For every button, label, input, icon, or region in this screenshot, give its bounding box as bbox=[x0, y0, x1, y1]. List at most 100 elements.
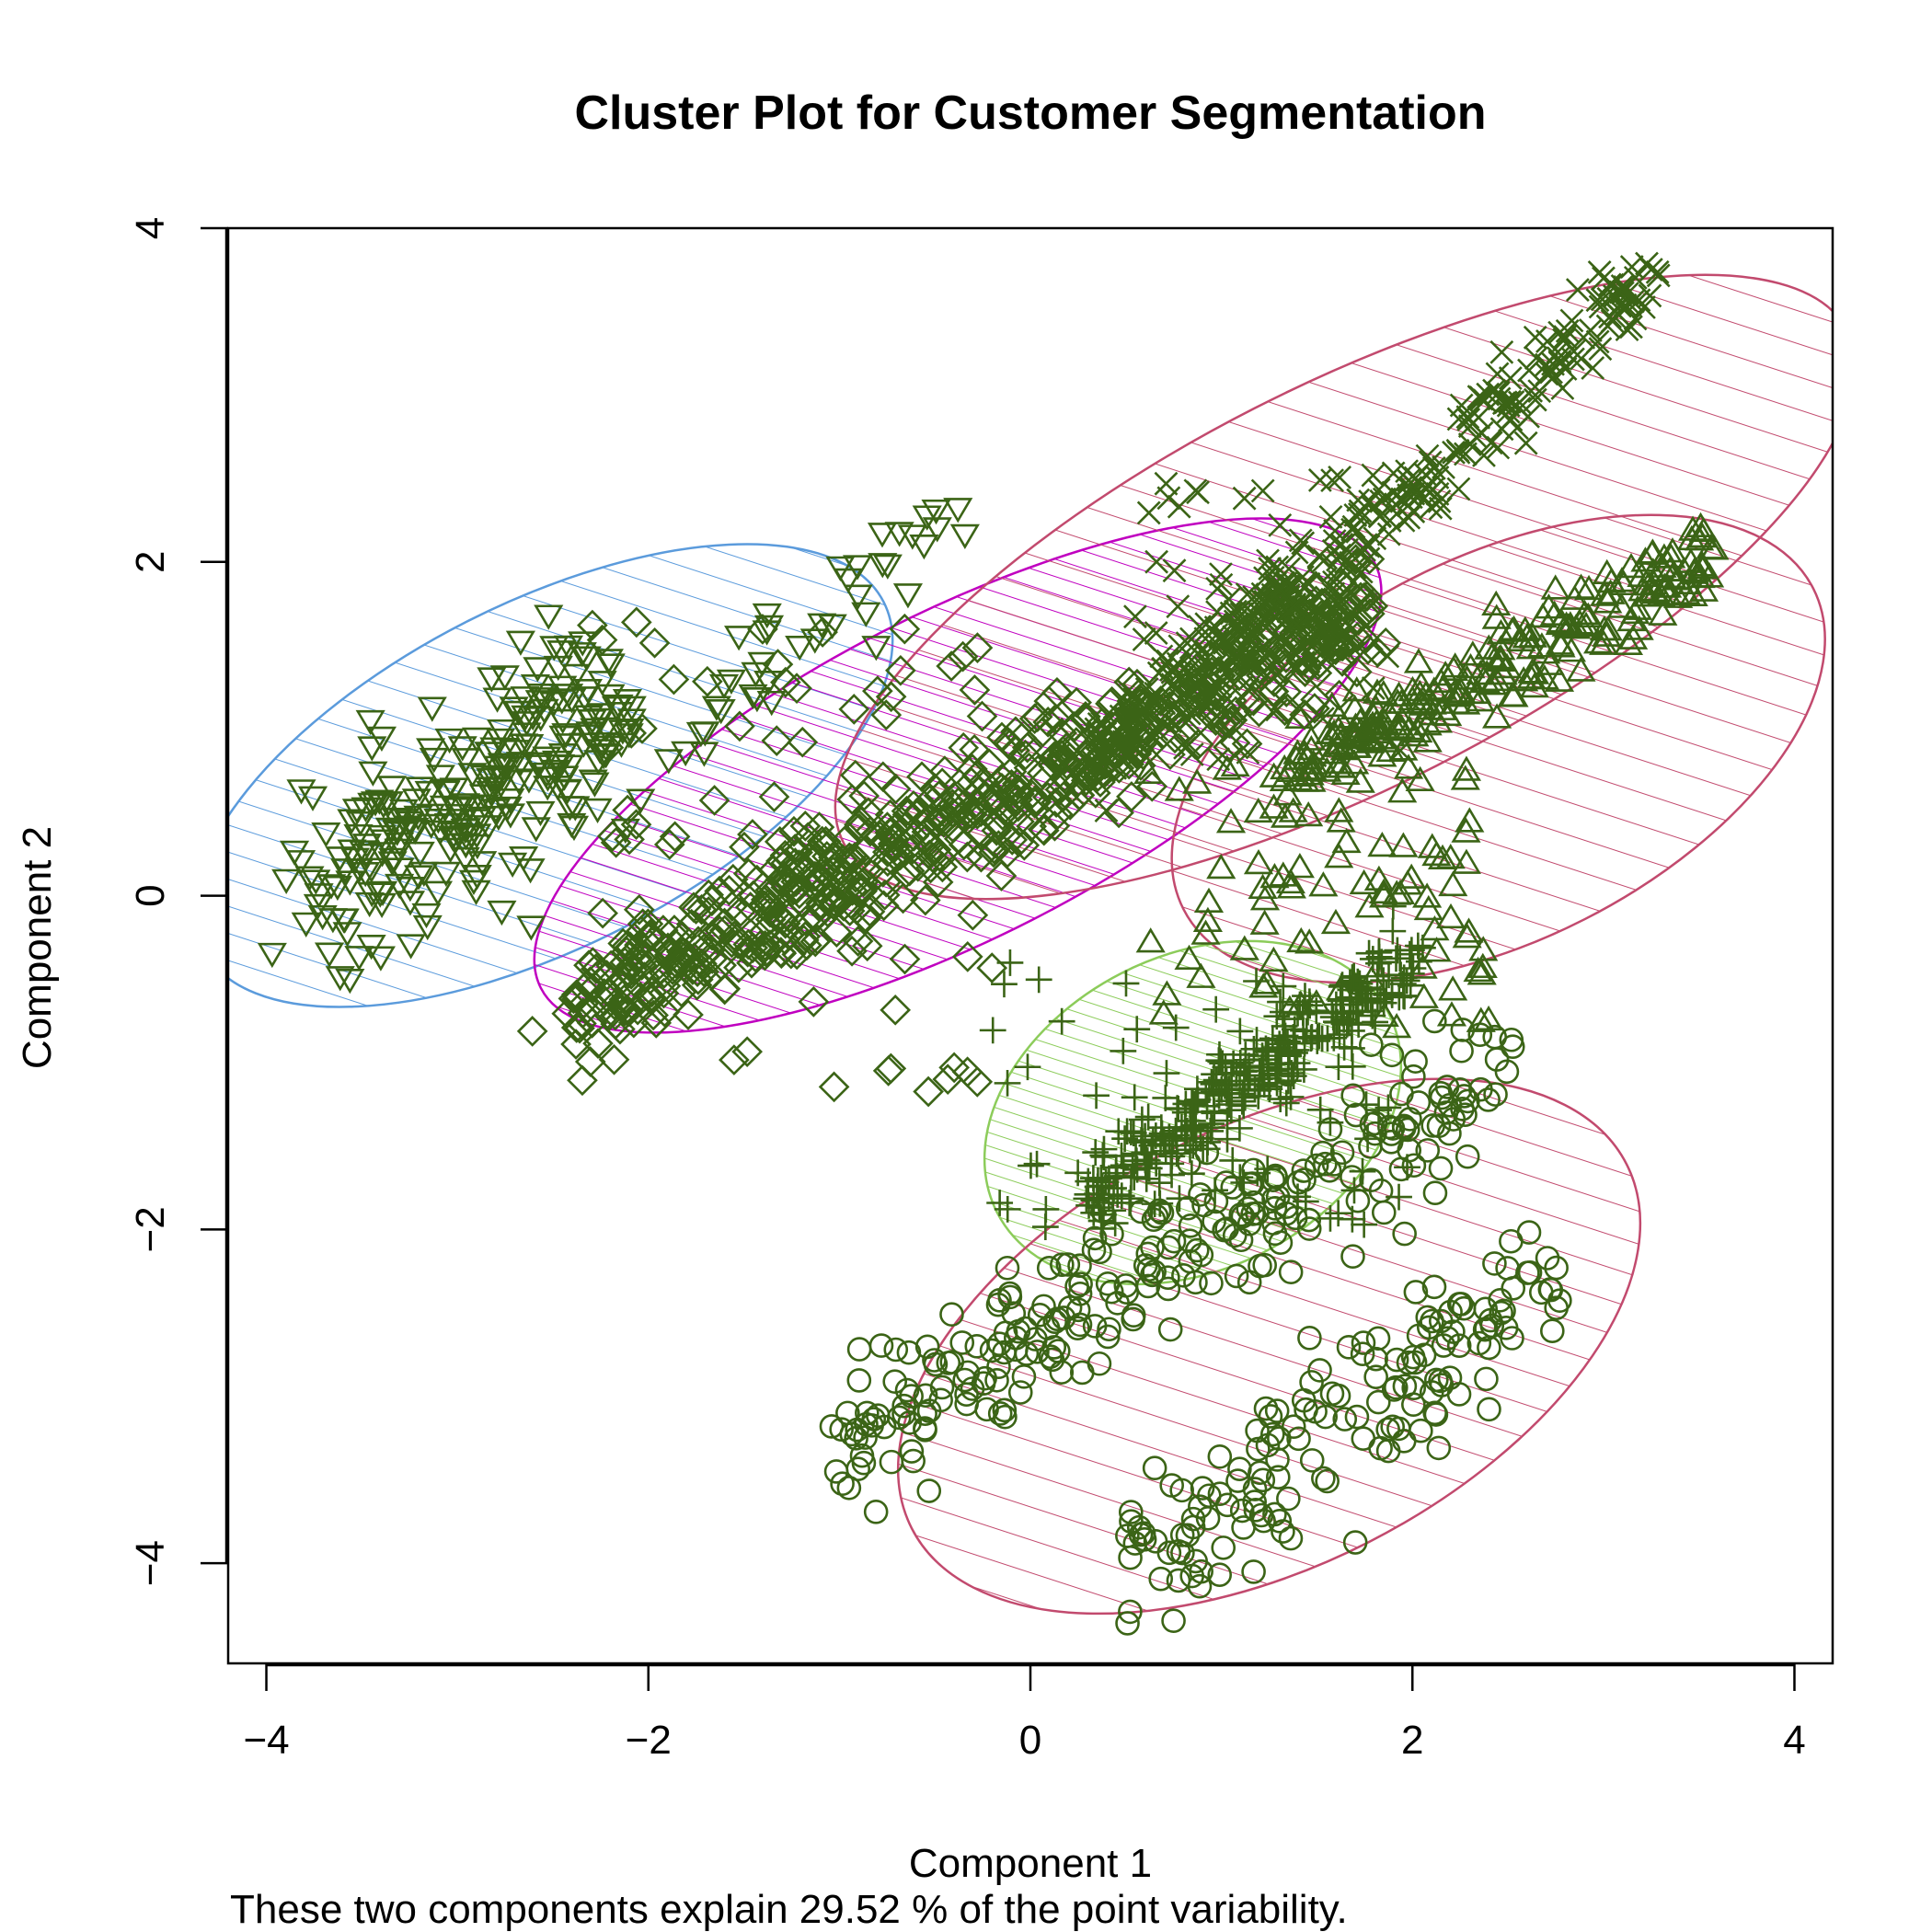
cluster-2-point bbox=[966, 700, 998, 732]
cluster-4-point bbox=[1249, 885, 1281, 911]
cluster-1-point bbox=[368, 793, 398, 819]
cluster-1-point bbox=[351, 862, 381, 888]
cluster-5-point bbox=[994, 1069, 1021, 1097]
cluster-1-point bbox=[434, 728, 465, 754]
cluster-6-point bbox=[1097, 1317, 1121, 1342]
cluster-5-point bbox=[1226, 1018, 1254, 1045]
cluster-6-point bbox=[1202, 1209, 1226, 1234]
cluster-6-point bbox=[1363, 1364, 1388, 1389]
cluster-4-point bbox=[1249, 909, 1280, 935]
cluster-3-point bbox=[1501, 390, 1525, 414]
cluster-2-point bbox=[1032, 707, 1064, 738]
cluster-3-point bbox=[1232, 486, 1257, 511]
cluster-2-point bbox=[577, 947, 609, 978]
cluster-6-point bbox=[979, 1338, 1005, 1363]
cluster-6-point bbox=[1245, 1201, 1270, 1226]
cluster-5-point bbox=[1397, 937, 1425, 964]
cluster-6-point bbox=[916, 1398, 942, 1423]
cluster-2-point bbox=[1018, 703, 1051, 734]
cluster-2-point bbox=[1231, 728, 1263, 760]
cluster-1-point bbox=[414, 780, 444, 807]
cluster-3-point bbox=[1205, 600, 1229, 625]
cluster-6-point bbox=[1055, 1252, 1081, 1277]
cluster-6-point bbox=[1211, 1535, 1236, 1560]
cluster-2-point bbox=[1199, 698, 1230, 730]
cluster-1-point bbox=[825, 556, 856, 581]
cluster-5-point bbox=[1379, 917, 1407, 945]
cluster-3-point bbox=[1083, 753, 1107, 778]
cluster-2-point bbox=[628, 938, 661, 971]
cluster-2-point bbox=[1213, 707, 1246, 740]
cluster-2-point bbox=[889, 828, 920, 860]
cluster-5-point bbox=[1277, 1083, 1305, 1110]
cluster-3-point bbox=[1331, 592, 1356, 616]
cluster-4-point bbox=[1340, 749, 1370, 775]
cluster-4-point bbox=[1451, 755, 1482, 781]
cluster-6-point bbox=[1156, 1265, 1180, 1291]
cluster-6-point bbox=[995, 1255, 1020, 1281]
cluster-5-point bbox=[1215, 1091, 1243, 1118]
cluster-4-point bbox=[1286, 926, 1317, 953]
cluster-6-point bbox=[1426, 1435, 1452, 1461]
cluster-2-point bbox=[587, 897, 618, 929]
cluster-4-point bbox=[1369, 713, 1399, 740]
cluster-5-point bbox=[1236, 1052, 1262, 1080]
cluster-4-point bbox=[1388, 735, 1419, 761]
cluster-6-point bbox=[1176, 1150, 1202, 1176]
cluster-6-point bbox=[1466, 1330, 1492, 1356]
chart-title: Cluster Plot for Customer Segmentation bbox=[575, 86, 1487, 140]
cluster-4-point bbox=[1367, 742, 1397, 767]
cluster-5-point bbox=[1123, 1016, 1151, 1043]
cluster-3-point bbox=[1319, 610, 1344, 635]
cluster-2-point bbox=[586, 624, 618, 656]
cluster-2-point bbox=[1079, 777, 1111, 809]
cluster-6-point bbox=[1278, 1259, 1304, 1285]
cluster-2-point bbox=[708, 973, 741, 1006]
cluster-6-point bbox=[871, 1414, 897, 1440]
cluster-4-point bbox=[1278, 797, 1308, 822]
cluster-1-point bbox=[395, 891, 426, 916]
cluster-6-point bbox=[939, 1302, 964, 1327]
cluster-3-point bbox=[1173, 735, 1197, 760]
cluster-6-point bbox=[1476, 1087, 1501, 1112]
cluster-1-point bbox=[396, 934, 426, 960]
cluster-3-point bbox=[1162, 558, 1187, 583]
cluster-1-point bbox=[604, 694, 634, 720]
cluster-6-point bbox=[1090, 1198, 1115, 1224]
cluster-2-point bbox=[1041, 799, 1074, 830]
cluster-6-point bbox=[1142, 1455, 1167, 1481]
cluster-2-point bbox=[1058, 710, 1090, 742]
cluster-2-point bbox=[1060, 727, 1092, 758]
cluster-2-point bbox=[897, 834, 928, 865]
cluster-2-point bbox=[775, 937, 807, 970]
cluster-4-point bbox=[1657, 562, 1687, 589]
cluster-6-point bbox=[992, 1340, 1017, 1365]
cluster-3-point bbox=[1415, 443, 1440, 468]
cluster-4-point bbox=[1408, 953, 1438, 979]
cluster-4-point bbox=[1243, 797, 1273, 823]
cluster-4-point bbox=[1652, 580, 1683, 605]
cluster-6-point bbox=[1494, 1059, 1520, 1085]
cluster-4-point bbox=[1298, 755, 1328, 782]
cluster-6-point bbox=[1178, 1213, 1203, 1238]
cluster-1-point bbox=[461, 880, 491, 906]
cluster-4-point bbox=[1439, 678, 1470, 704]
cluster-4-point bbox=[1397, 675, 1428, 702]
cluster-3-point bbox=[1546, 339, 1570, 364]
cluster-4-point bbox=[1206, 854, 1236, 880]
cluster-2-point bbox=[805, 888, 836, 919]
cluster-1-point bbox=[335, 968, 365, 995]
cluster-1-point bbox=[518, 705, 548, 731]
cluster-2-point bbox=[1020, 786, 1052, 818]
cluster-1-point bbox=[591, 742, 621, 769]
cluster-2-point bbox=[889, 613, 921, 645]
cluster-2-point bbox=[762, 871, 794, 903]
cluster-3-point bbox=[1210, 653, 1235, 678]
cluster-3-point bbox=[1097, 734, 1121, 759]
cluster-6-point bbox=[974, 1397, 999, 1422]
cluster-2-point bbox=[1349, 597, 1381, 629]
cluster-6-point bbox=[1377, 1114, 1402, 1140]
cluster-6-point bbox=[1087, 1351, 1112, 1376]
cluster-2-point bbox=[567, 1064, 598, 1097]
cluster-6-point bbox=[1401, 1375, 1427, 1401]
